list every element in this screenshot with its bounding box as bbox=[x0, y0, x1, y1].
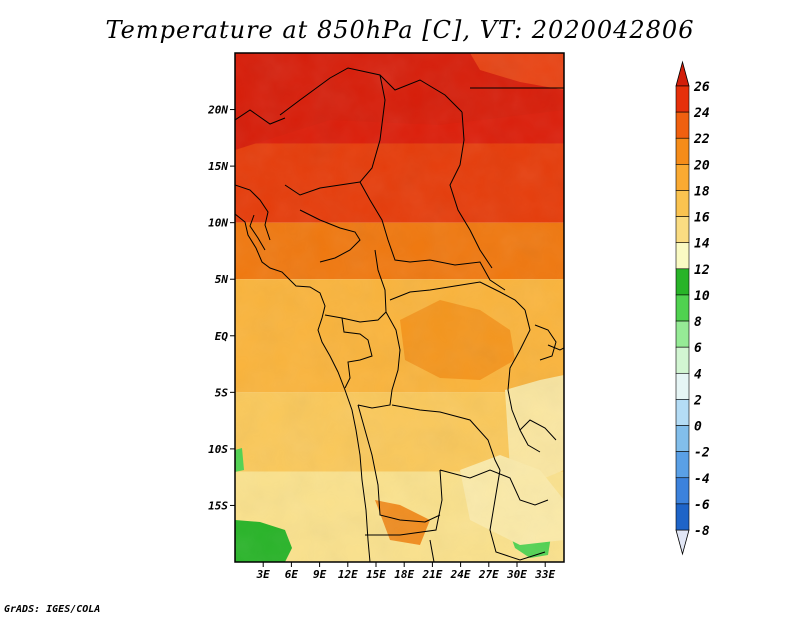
y-tick-label: 20N bbox=[207, 104, 228, 117]
y-tick-label: 15S bbox=[208, 499, 228, 512]
colorbar-label: 20 bbox=[693, 158, 710, 173]
colorbar-box bbox=[675, 85, 690, 113]
credit-label: GrADS: IGES/COLA bbox=[4, 604, 101, 615]
colorbar-bottom-triangle bbox=[675, 529, 690, 556]
colorbar-label: 16 bbox=[694, 211, 710, 226]
map-title: Temperature at 850hPa [C], VT: 202004280… bbox=[105, 16, 695, 44]
colorbar-label: 2 bbox=[693, 393, 702, 408]
x-tick-label: 15E bbox=[366, 568, 386, 581]
colorbar-label: 6 bbox=[694, 341, 702, 356]
colorbar-label: 14 bbox=[694, 237, 710, 252]
colorbar-box bbox=[675, 320, 690, 348]
x-tick-label: 33E bbox=[534, 568, 555, 581]
colorbar-label: 26 bbox=[693, 80, 710, 95]
colorbar-label: -4 bbox=[694, 472, 710, 487]
y-tick-label: EQ bbox=[215, 330, 229, 343]
x-tick-label: 21E bbox=[421, 568, 442, 581]
x-tick-label: 24E bbox=[450, 568, 471, 581]
y-tick-label: 10S bbox=[208, 443, 228, 456]
field-texture bbox=[235, 53, 564, 562]
colorbar-box bbox=[675, 425, 690, 452]
y-tick-label: 10N bbox=[208, 217, 228, 230]
colorbar-box bbox=[675, 137, 690, 165]
y-axis: 20N 15N 10N 5N EQ 5S 10S 15S bbox=[207, 104, 235, 512]
x-tick-label: 18E bbox=[394, 568, 414, 581]
x-tick-label: 6E bbox=[285, 568, 299, 581]
colorbar-label: 24 bbox=[693, 106, 710, 121]
y-tick-label: 5S bbox=[215, 386, 229, 399]
x-axis: 3E 6E 9E 12E 15E 18E 21E 24E 27E 30E 33E bbox=[256, 562, 556, 581]
colorbar-label: 18 bbox=[694, 184, 710, 199]
colorbar-label: 22 bbox=[693, 132, 710, 147]
colorbar-box bbox=[675, 164, 690, 191]
colorbar-box bbox=[675, 346, 690, 374]
colorbar-box bbox=[675, 451, 690, 479]
colorbar-label: 4 bbox=[694, 367, 702, 382]
country-borders bbox=[235, 67, 564, 562]
colorbar-label: 12 bbox=[694, 263, 710, 278]
y-tick-label: 5N bbox=[215, 273, 229, 286]
colorbar-box bbox=[675, 242, 690, 270]
x-tick-label: 3E bbox=[256, 568, 271, 581]
colorbar-label: 8 bbox=[694, 315, 702, 330]
colorbar-box bbox=[675, 399, 690, 426]
plot-frame bbox=[234, 52, 565, 563]
y-tick-label: 15N bbox=[208, 160, 228, 173]
colorbar-label: -6 bbox=[694, 498, 710, 513]
x-tick-label: 27E bbox=[478, 568, 499, 581]
colorbar-box bbox=[675, 294, 690, 322]
colorbar-label: -2 bbox=[694, 446, 710, 461]
x-tick-label: 12E bbox=[338, 568, 358, 581]
colorbar-label: -8 bbox=[694, 524, 710, 539]
colorbar-box bbox=[675, 372, 690, 400]
colorbar-top-triangle bbox=[675, 60, 690, 87]
colorbar-box bbox=[675, 477, 690, 505]
colorbar-box bbox=[675, 503, 690, 531]
colorbar-box bbox=[675, 216, 690, 244]
colorbar-box bbox=[675, 190, 690, 217]
colorbar-label: 10 bbox=[694, 289, 710, 304]
x-tick-label: 9E bbox=[313, 568, 327, 581]
colorbar-label: 0 bbox=[694, 420, 702, 435]
x-tick-label: 30E bbox=[506, 568, 527, 581]
colorbar-box bbox=[675, 268, 690, 296]
colorbar-box bbox=[675, 111, 690, 139]
